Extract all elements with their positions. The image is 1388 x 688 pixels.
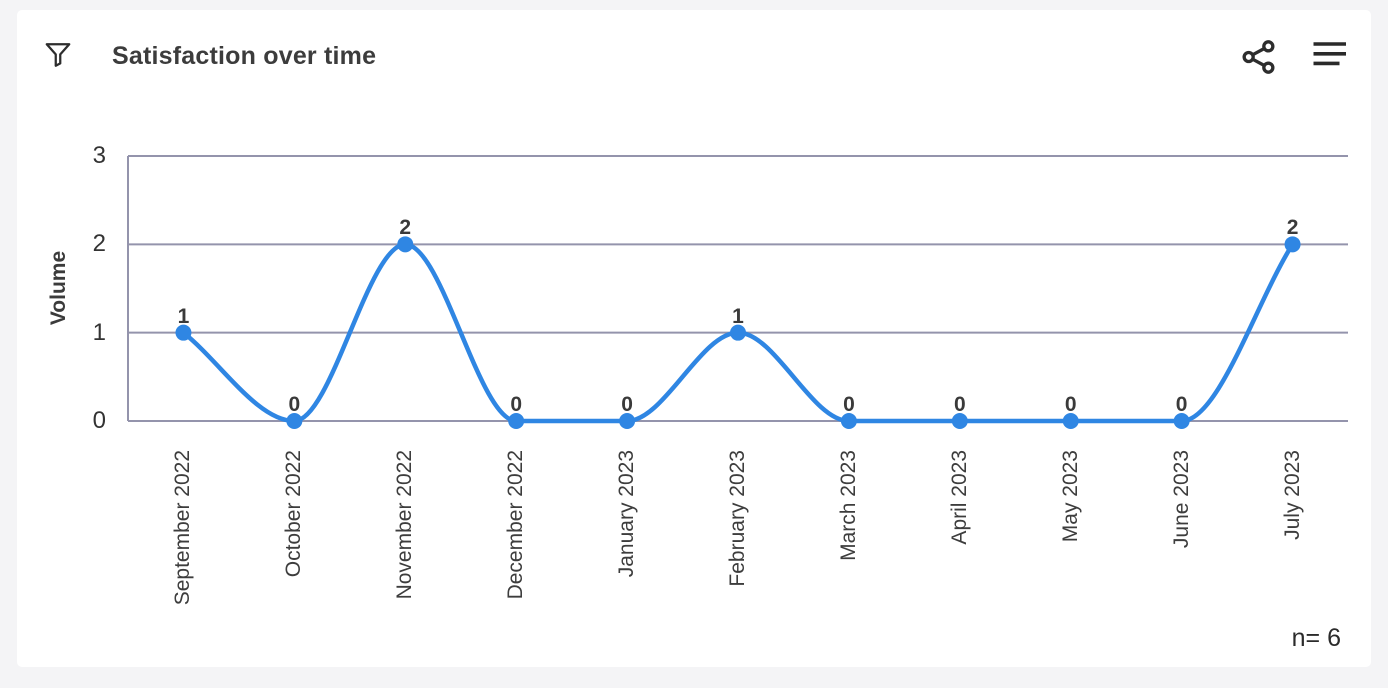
point-value-label: 0 bbox=[510, 393, 523, 416]
x-axis-label: June 2023 bbox=[1169, 450, 1193, 549]
point-value-label: 0 bbox=[621, 393, 633, 416]
data-point[interactable] bbox=[175, 324, 192, 341]
sample-size-label: n= 6 bbox=[1291, 624, 1341, 652]
data-point[interactable] bbox=[730, 324, 746, 341]
chart-title: Satisfaction over time bbox=[112, 42, 377, 70]
filter-icon[interactable] bbox=[43, 39, 73, 72]
x-axis-label: July 2023 bbox=[1280, 450, 1304, 540]
point-value-label: 2 bbox=[1286, 216, 1299, 240]
x-axis-label: January 2023 bbox=[615, 450, 639, 578]
point-value-label: 0 bbox=[1064, 393, 1077, 416]
x-axis-label: May 2023 bbox=[1058, 450, 1082, 543]
x-axis-label: October 2022 bbox=[282, 450, 306, 578]
data-point[interactable] bbox=[1173, 413, 1190, 429]
data-point[interactable] bbox=[619, 413, 636, 429]
point-value-label: 1 bbox=[732, 304, 744, 328]
x-axis-label: April 2023 bbox=[947, 450, 971, 545]
point-value-label: 0 bbox=[953, 393, 966, 416]
point-value-label: 0 bbox=[1175, 393, 1188, 416]
data-point[interactable] bbox=[508, 413, 525, 429]
data-point[interactable] bbox=[840, 413, 857, 429]
data-point[interactable] bbox=[1062, 413, 1079, 429]
series-line bbox=[181, 242, 1295, 424]
x-axis-label: March 2023 bbox=[836, 450, 860, 561]
x-axis-label: February 2023 bbox=[726, 450, 749, 587]
x-axis-label: November 2022 bbox=[393, 450, 417, 600]
data-point[interactable] bbox=[397, 236, 414, 253]
line-chart bbox=[127, 155, 1348, 429]
data-point[interactable] bbox=[1284, 236, 1301, 253]
y-tick-label: 3 bbox=[92, 142, 106, 169]
share-icon[interactable] bbox=[1239, 37, 1279, 77]
point-value-label: 0 bbox=[843, 393, 855, 416]
point-value-label: 0 bbox=[288, 393, 301, 416]
menu-icon[interactable] bbox=[1313, 41, 1347, 67]
x-axis-label: December 2022 bbox=[504, 450, 528, 600]
x-axis-label: September 2022 bbox=[171, 450, 195, 606]
data-point[interactable] bbox=[951, 413, 968, 429]
y-tick-label: 1 bbox=[92, 318, 106, 346]
y-tick-label: 2 bbox=[92, 230, 106, 258]
data-point[interactable] bbox=[286, 413, 303, 429]
point-value-label: 1 bbox=[177, 304, 190, 328]
y-tick-label: 0 bbox=[92, 407, 106, 434]
point-value-label: 2 bbox=[399, 216, 412, 240]
